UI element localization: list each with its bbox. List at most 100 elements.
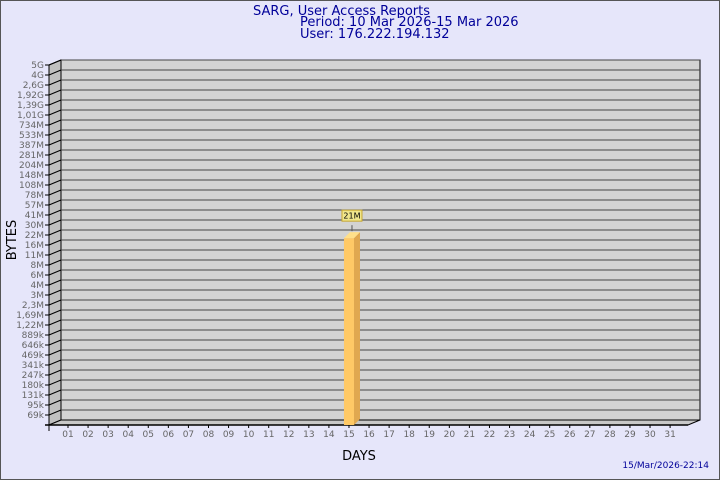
y-tick-label: 469k (22, 351, 45, 361)
x-tick-label: 10 (243, 430, 255, 440)
y-tick-label: 78M (25, 191, 44, 201)
x-tick-label: 28 (604, 430, 616, 440)
y-tick-label: 180k (22, 381, 45, 391)
chart-period: Period: 10 Mar 2026-15 Mar 2026 (300, 15, 519, 30)
x-tick-label: 14 (323, 430, 335, 440)
x-tick-label: 12 (283, 430, 294, 440)
y-tick-label: 69k (27, 411, 44, 421)
y-tick-diagonal (48, 89, 62, 96)
y-tick-label: 341k (22, 361, 45, 371)
y-tick-diagonal (48, 129, 62, 136)
x-tick-label: 11 (263, 430, 274, 440)
y-tick-label: 3M (31, 291, 45, 301)
x-tick-label: 01 (62, 430, 73, 440)
y-tick-diagonal (48, 59, 62, 66)
x-tick-label: 13 (303, 430, 314, 440)
y-tick-diagonal (48, 259, 62, 266)
y-tick-label: 1,39G (17, 101, 44, 111)
bar-label-box (341, 209, 363, 222)
y-tick-diagonal (48, 169, 62, 176)
y-tick-label: 204M (19, 161, 44, 171)
y-tick-diagonal (48, 359, 62, 366)
x-tick-label: 08 (203, 430, 215, 440)
y-tick-diagonal (48, 389, 62, 396)
x-tick-label: 23 (504, 430, 515, 440)
x-axis-label: DAYS (342, 449, 376, 464)
x-tick-label: 07 (183, 430, 194, 440)
y-tick-diagonal (48, 119, 62, 126)
x-tick-label: 17 (383, 430, 394, 440)
y-tick-diagonal (48, 209, 62, 216)
y-tick-diagonal (48, 289, 62, 296)
x-tick-label: 18 (403, 430, 415, 440)
bar-day-15 (343, 238, 354, 425)
y-tick-label: 57M (25, 201, 44, 211)
y-tick-diagonal (48, 149, 62, 156)
y-tick-diagonal (48, 399, 62, 406)
bar-side (353, 232, 360, 425)
y-tick-diagonal (48, 329, 62, 336)
x-tick-label: 20 (444, 430, 456, 440)
x-tick-label: 15 (343, 430, 354, 440)
x-tick-label: 31 (664, 430, 675, 440)
x-tick-label: 26 (564, 430, 576, 440)
x-tick-label: 04 (122, 430, 134, 440)
y-tick-label: 8M (31, 261, 45, 271)
y-tick-diagonal (48, 199, 62, 206)
y-tick-label: 387M (19, 141, 44, 151)
y-tick-diagonal (48, 379, 62, 386)
y-tick-diagonal (48, 409, 62, 416)
y-tick-label: 2,6G (23, 81, 44, 91)
y-tick-label: 108M (19, 181, 44, 191)
y-tick-diagonal (48, 339, 62, 346)
bar-value-label: 21M (343, 212, 360, 221)
y-tick-label: 148M (19, 171, 44, 181)
x-tick-label: 05 (143, 430, 154, 440)
x-tick-label: 30 (644, 430, 656, 440)
y-tick-label: 16M (25, 241, 44, 251)
y-tick-label: 22M (25, 231, 44, 241)
x-tick-label: 03 (102, 430, 113, 440)
y-tick-diagonal (48, 189, 62, 196)
y-tick-label: 4G (31, 71, 44, 81)
x-tick-label: 25 (544, 430, 555, 440)
y-tick-label: 11M (25, 251, 44, 261)
y-tick-diagonal (48, 299, 62, 306)
x-tick-label: 22 (484, 430, 495, 440)
y-tick-diagonal (48, 99, 62, 106)
y-tick-label: 889k (22, 331, 45, 341)
y-tick-diagonal (48, 249, 62, 256)
y-tick-diagonal (48, 79, 62, 86)
y-tick-diagonal (48, 139, 62, 146)
y-tick-diagonal (48, 179, 62, 186)
y-tick-label: 95k (27, 401, 44, 411)
x-tick-label: 29 (624, 430, 636, 440)
y-tick-label: 646k (22, 341, 45, 351)
generated-timestamp: 15/Mar/2026-22:14 (622, 461, 709, 471)
y-tick-label: 131k (22, 391, 45, 401)
chart-title: SARG, User Access Reports (253, 4, 431, 19)
x-tick-label: 27 (584, 430, 595, 440)
y-tick-label: 734M (19, 121, 44, 131)
y-tick-diagonal (48, 109, 62, 116)
y-tick-label: 1,22M (16, 321, 44, 331)
x-tick-label: 19 (424, 430, 436, 440)
x-tick-label: 06 (163, 430, 175, 440)
y-tick-diagonal (48, 229, 62, 236)
x-tick-label: 16 (363, 430, 375, 440)
x-tick-label: 09 (223, 430, 235, 440)
y-tick-label: 2,3M (22, 301, 44, 311)
y-tick-label: 533M (19, 131, 44, 141)
y-tick-label: 30M (25, 221, 44, 231)
y-tick-label: 5G (31, 61, 44, 71)
y-tick-diagonal (48, 319, 62, 326)
chart-user: User: 176.222.194.132 (300, 27, 450, 42)
y-axis-label: BYTES (5, 220, 20, 261)
y-tick-label: 1,69M (16, 311, 44, 321)
y-tick-label: 247k (22, 371, 45, 381)
y-tick-diagonal (48, 279, 62, 286)
y-tick-diagonal (48, 309, 62, 316)
x-tick-label: 02 (82, 430, 93, 440)
y-tick-diagonal (48, 159, 62, 166)
